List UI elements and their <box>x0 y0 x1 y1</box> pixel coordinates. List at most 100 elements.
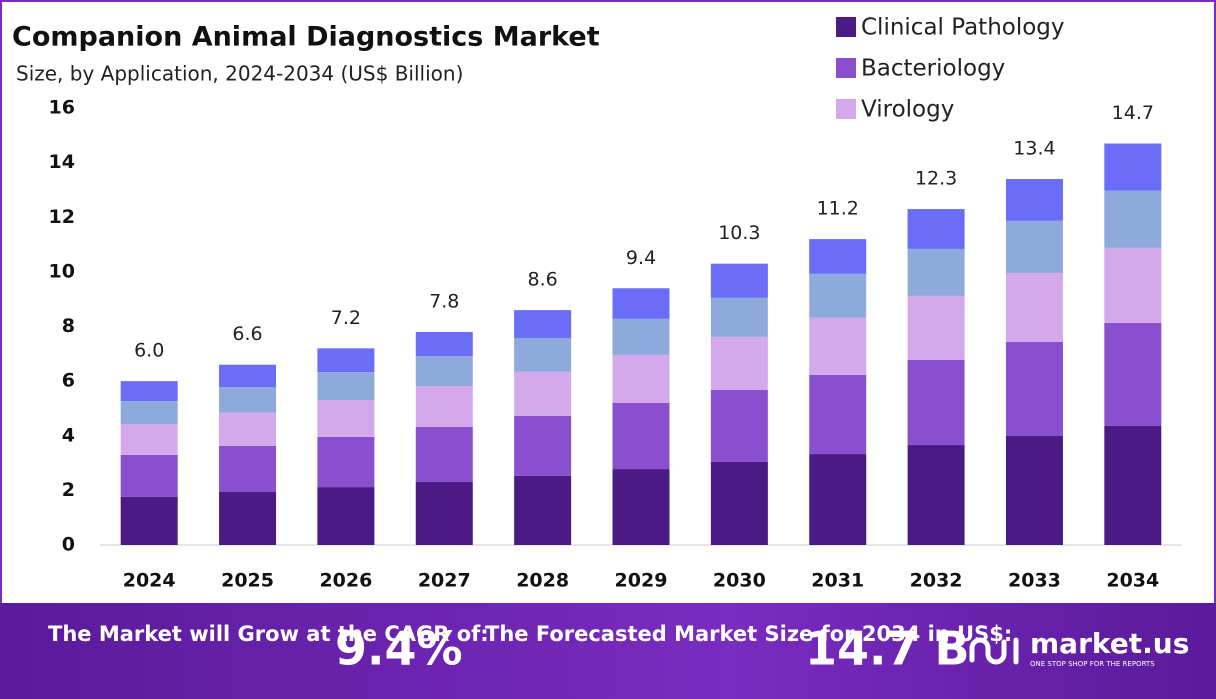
x-tick-label: 2029 <box>615 570 668 592</box>
x-tick-label: 2026 <box>319 570 372 592</box>
total-label: 14.7 <box>1112 102 1154 124</box>
bar-segment <box>1104 322 1162 426</box>
bar-segment <box>809 239 867 274</box>
legend-swatch <box>836 17 856 37</box>
footer-band <box>0 603 1216 699</box>
x-tick-label: 2027 <box>418 570 471 592</box>
x-tick-label: 2034 <box>1106 570 1159 592</box>
bar-segment <box>120 496 178 545</box>
bar-segment <box>415 481 473 545</box>
bar-segment <box>710 389 768 462</box>
legend-swatch <box>836 99 856 119</box>
bar-segment <box>317 348 375 373</box>
bar-segment <box>120 381 178 402</box>
bar-segment <box>1104 425 1162 545</box>
y-tick-label: 8 <box>62 315 75 337</box>
chart-title: Companion Animal Diagnostics Market <box>12 22 600 53</box>
bar-segment <box>219 445 277 493</box>
bar-segment <box>219 387 277 413</box>
bar-segment <box>219 492 277 545</box>
legend-label: Virology <box>861 97 954 123</box>
legend-label: Clinical Pathology <box>861 15 1065 41</box>
cagr-text: The Market will Grow at the CAGR of: <box>48 622 489 646</box>
brand: market.us <box>1030 627 1189 660</box>
total-label: 13.4 <box>1013 138 1055 160</box>
y-tick-label: 14 <box>49 151 75 173</box>
bar-segment <box>514 475 572 545</box>
bar-segment <box>219 412 277 446</box>
total-label: 10.3 <box>718 222 760 244</box>
logo-icon <box>969 637 1019 665</box>
total-label: 6.0 <box>134 340 164 362</box>
total-label: 11.2 <box>817 198 859 220</box>
bar-segment <box>514 337 572 372</box>
bar-segment <box>907 209 965 249</box>
bar-segment <box>1005 272 1063 342</box>
bar-segment <box>907 359 965 446</box>
total-label: 8.6 <box>528 269 558 291</box>
bar-segment <box>120 454 178 497</box>
bar-segment <box>1005 341 1063 437</box>
bar-segment <box>415 331 473 356</box>
bar-segment <box>809 454 867 545</box>
x-tick-label: 2030 <box>713 570 766 592</box>
bar-segment <box>514 415 572 476</box>
bar-segment <box>612 402 670 470</box>
bar-segment <box>317 372 375 400</box>
total-label: 6.6 <box>232 323 262 345</box>
bar-segment <box>120 424 178 455</box>
legend-label: Bacteriology <box>861 56 1005 82</box>
x-tick-label: 2024 <box>123 570 176 592</box>
bar-segment <box>317 436 375 488</box>
bar-segment <box>317 487 375 545</box>
chart-subtitle: Size, by Application, 2024-2034 (US$ Bil… <box>16 62 463 86</box>
y-tick-label: 0 <box>62 534 75 556</box>
bar-segment <box>907 445 965 545</box>
bar-segment <box>1005 220 1063 273</box>
bar-segment <box>415 355 473 387</box>
bar-segment <box>120 401 178 425</box>
y-tick-label: 6 <box>62 370 75 392</box>
bar-segment <box>514 371 572 416</box>
y-tick-label: 2 <box>62 479 75 501</box>
bar-segment <box>1104 190 1162 248</box>
forecast-text: The Forecasted Market Size for 2034 in U… <box>485 622 1012 646</box>
bar-segment <box>612 469 670 545</box>
bar-segment <box>612 288 670 319</box>
bar-segment <box>1104 247 1162 323</box>
total-label: 12.3 <box>915 168 957 190</box>
total-label: 7.8 <box>429 290 459 312</box>
bar-segment <box>809 273 867 318</box>
bar-segment <box>710 297 768 337</box>
bar-segment <box>710 336 768 390</box>
x-tick-label: 2033 <box>1008 570 1061 592</box>
y-tick-label: 12 <box>49 206 75 228</box>
forecast-value: 14.7 B <box>805 622 970 676</box>
bar-segment <box>710 461 768 545</box>
total-label: 7.2 <box>331 307 361 329</box>
bar-segment <box>612 354 670 403</box>
bar-segment <box>415 427 473 482</box>
x-tick-label: 2032 <box>910 570 963 592</box>
bar-segment <box>907 295 965 360</box>
cagr-value: 9.4% <box>335 622 463 676</box>
y-tick-label: 16 <box>49 97 75 119</box>
bar-segment <box>1104 143 1162 191</box>
bar-segment <box>710 263 768 298</box>
bar-segment <box>514 310 572 338</box>
bar-segment <box>907 248 965 296</box>
bar-segment <box>1005 179 1063 221</box>
y-tick-label: 10 <box>49 260 75 282</box>
bar-segment <box>809 374 867 455</box>
total-label: 9.4 <box>626 247 656 269</box>
bar-segment <box>415 386 473 428</box>
x-tick-label: 2025 <box>221 570 274 592</box>
bar-segment <box>317 399 375 437</box>
bar-segment <box>612 318 670 355</box>
tagline: ONE STOP SHOP FOR THE REPORTS <box>1030 660 1155 668</box>
legend-swatch <box>836 58 856 78</box>
x-tick-label: 2028 <box>516 570 569 592</box>
x-tick-label: 2031 <box>811 570 864 592</box>
bar-segment <box>1005 436 1063 545</box>
